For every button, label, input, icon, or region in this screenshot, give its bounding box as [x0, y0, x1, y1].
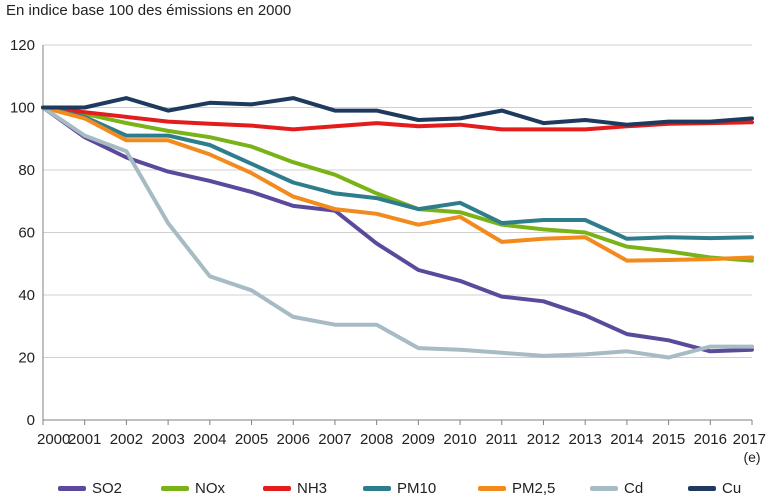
x-tick-label: 2011: [486, 431, 518, 448]
x-tick-label: 2014: [610, 431, 643, 448]
legend-label: NOx: [195, 480, 225, 497]
y-tick-label: 60: [18, 225, 35, 242]
legend-swatch: [161, 486, 189, 491]
legend-item: PM10: [363, 480, 436, 497]
legend-item: NOx: [161, 480, 225, 497]
legend-item: Cu: [688, 480, 741, 497]
legend-label: Cu: [722, 480, 742, 497]
y-tick-label: 100: [10, 100, 35, 117]
y-tick-label: 80: [18, 162, 35, 179]
legend-item: NH3: [263, 480, 327, 497]
x-tick-label: 2007: [318, 431, 351, 448]
legend-swatch: [263, 486, 291, 491]
series-line-nox: [41, 105, 754, 263]
x-tick-label: 2008: [360, 431, 393, 448]
x-tick-label: 2012: [527, 431, 560, 448]
y-tick-label: 0: [27, 412, 35, 429]
x-tick-label: 2015: [652, 431, 685, 448]
y-tick-label: 40: [18, 287, 35, 304]
legend-item: PM2,5: [478, 480, 555, 497]
x-tick-label: 2001: [68, 431, 101, 448]
legend-item: SO2: [58, 480, 122, 497]
x-tick-label: 2006: [277, 431, 310, 448]
legend-label: PM10: [397, 480, 437, 497]
y-tick-label: 120: [10, 37, 35, 54]
axes: [42, 45, 753, 425]
legend-swatch: [58, 486, 86, 491]
series-line-pm2-5: [41, 105, 754, 263]
legend-swatch: [688, 486, 716, 491]
series-line-cu: [41, 96, 754, 127]
legend-swatch: [590, 486, 618, 491]
x-tick-label: 2005: [235, 431, 268, 448]
x-tick-label: 2002: [110, 431, 143, 448]
x-tick-label: 2000: [37, 431, 70, 448]
legend-label: NH3: [297, 480, 328, 497]
gridlines: [43, 44, 752, 358]
series-lines: [41, 96, 754, 360]
legend-swatch: [478, 486, 506, 491]
legend: SO2 NOx NH3 PM10 PM2,5 Cd Cu: [58, 480, 758, 500]
legend-label: Cd: [624, 480, 644, 497]
x-tick-label: 2017: [733, 431, 766, 448]
x-tick-label: 2016: [694, 431, 727, 448]
series-line-so2: [41, 105, 754, 354]
x-tick-label: 2010: [443, 431, 476, 448]
x-tick-label: 2004: [193, 431, 226, 448]
legend-item: Cd: [590, 480, 643, 497]
series-line-cd: [41, 105, 754, 360]
legend-label: SO2: [92, 480, 123, 497]
x-estimate-note: (e): [743, 449, 760, 465]
y-tick-label: 20: [18, 350, 35, 367]
legend-swatch: [363, 486, 391, 491]
x-tick-label: 2009: [402, 431, 435, 448]
chart-subtitle: En indice base 100 des émissions en 2000: [6, 2, 292, 19]
legend-label: PM2,5: [512, 480, 556, 497]
series-line-pm10: [41, 105, 754, 241]
x-tick-label: 2013: [568, 431, 601, 448]
x-tick-label: 2003: [151, 431, 184, 448]
